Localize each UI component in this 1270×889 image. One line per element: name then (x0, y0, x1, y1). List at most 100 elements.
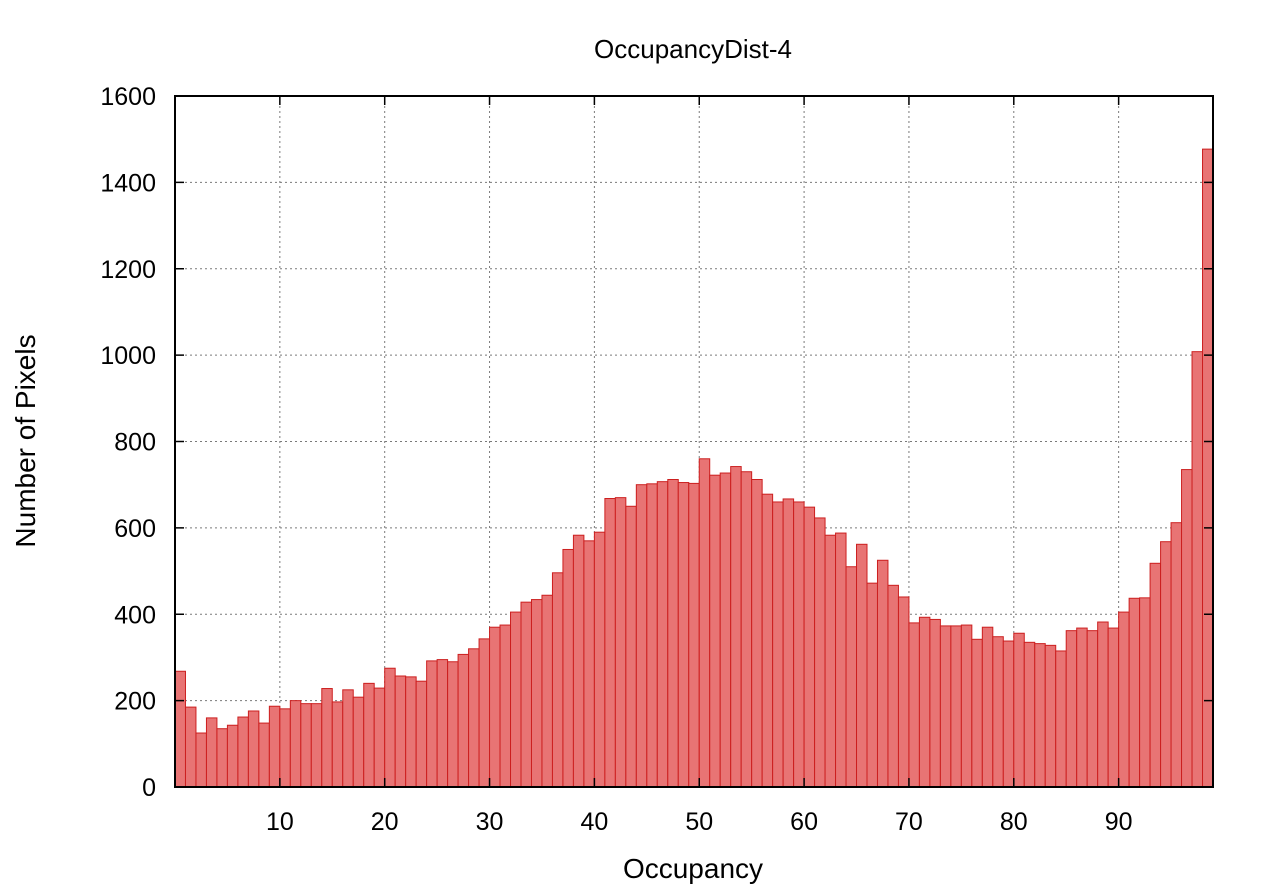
bar-88 (1086, 630, 1099, 788)
bar-39 (572, 534, 585, 788)
bar-43 (614, 497, 627, 788)
bar-10 (268, 705, 281, 788)
bar-92 (1128, 597, 1141, 788)
bar-22 (394, 675, 407, 788)
bar-50 (688, 482, 700, 788)
y-tick-label-0: 0 (142, 774, 156, 802)
bar-89 (1097, 621, 1109, 788)
bar-19 (363, 682, 375, 788)
bar-44 (625, 505, 637, 788)
bar-84 (1044, 644, 1057, 788)
bar-54 (730, 466, 742, 788)
y-tick-labels: 0 200 400 600 800 1000 1200 1400 1600 (100, 83, 156, 802)
x-tick-label-30: 30 (476, 808, 504, 836)
bar-97 (1181, 469, 1193, 788)
y-tick-label-400: 400 (114, 601, 156, 629)
bar-41 (593, 531, 606, 788)
bar-81 (1013, 632, 1025, 788)
bar-83 (1034, 643, 1046, 788)
bar-80 (1002, 640, 1015, 788)
bar-56 (751, 479, 763, 788)
bar-95 (1160, 541, 1172, 788)
bar-28 (457, 653, 470, 788)
bar-51 (698, 458, 711, 788)
bar-73 (929, 618, 941, 788)
x-axis-label: Occupancy (623, 853, 763, 884)
x-tick-label-40: 40 (580, 808, 608, 836)
bar-57 (761, 493, 774, 788)
bar-94 (1149, 562, 1162, 788)
bar-30 (478, 638, 491, 788)
x-tick-label-90: 90 (1105, 808, 1133, 836)
x-tick-label-80: 80 (1000, 808, 1028, 836)
bar-4 (205, 717, 218, 788)
bar-60 (793, 501, 805, 788)
bar-62 (814, 517, 826, 788)
bar-18 (352, 696, 365, 788)
bar-6 (226, 724, 239, 788)
bar-55 (740, 471, 753, 788)
bar-16 (331, 701, 344, 788)
y-tick-label-1600: 1600 (100, 83, 156, 111)
bar-45 (635, 484, 648, 788)
axis-ticks (175, 95, 1213, 788)
bar-52 (709, 474, 721, 788)
bar-34 (520, 601, 532, 788)
bar-26 (436, 659, 449, 788)
bar-11 (279, 708, 291, 788)
bar-98 (1191, 351, 1204, 788)
bar-24 (415, 680, 428, 788)
bar-70 (897, 596, 910, 788)
bar-63 (824, 534, 837, 788)
y-tick-label-600: 600 (114, 515, 156, 543)
bar-33 (510, 611, 522, 788)
bar-37 (551, 572, 564, 788)
y-tick-label-1000: 1000 (100, 342, 156, 370)
bar-17 (342, 689, 354, 788)
x-tick-label-10: 10 (266, 808, 294, 836)
bar-14 (310, 703, 323, 788)
bar-96 (1170, 522, 1183, 788)
bar-1 (174, 670, 186, 788)
bar-65 (845, 566, 858, 788)
bar-99 (1202, 148, 1214, 788)
bar-82 (1023, 641, 1036, 788)
bar-23 (405, 676, 417, 788)
chart-title: OccupancyDist-4 (594, 34, 792, 64)
bar-91 (1118, 611, 1130, 788)
bar-21 (384, 667, 396, 788)
bar-29 (468, 648, 480, 788)
bar-69 (887, 584, 899, 788)
bar-58 (772, 501, 784, 788)
bar-93 (1139, 597, 1151, 788)
bar-49 (677, 482, 690, 788)
bars (174, 148, 1214, 788)
bar-8 (247, 710, 260, 788)
bar-36 (541, 594, 553, 788)
bar-74 (939, 625, 952, 788)
bar-3 (195, 732, 207, 788)
bar-42 (604, 498, 616, 788)
bar-27 (447, 661, 459, 788)
bar-5 (216, 728, 228, 788)
bar-20 (373, 687, 386, 788)
y-tick-label-1200: 1200 (100, 256, 156, 284)
bar-38 (562, 548, 574, 788)
x-tick-labels: 10 20 30 40 50 60 70 80 90 (266, 808, 1133, 836)
bar-2 (184, 706, 197, 788)
bar-53 (719, 472, 732, 788)
bar-46 (646, 483, 658, 788)
y-tick-label-200: 200 (114, 688, 156, 716)
x-tick-label-50: 50 (685, 808, 713, 836)
bar-7 (237, 716, 249, 788)
bar-90 (1107, 627, 1120, 788)
bar-76 (960, 624, 973, 788)
x-tick-label-20: 20 (371, 808, 399, 836)
bar-67 (866, 582, 878, 788)
bar-12 (289, 700, 302, 788)
bar-72 (918, 616, 931, 788)
bar-85 (1055, 650, 1067, 788)
bar-9 (258, 722, 270, 788)
bar-77 (971, 638, 983, 788)
